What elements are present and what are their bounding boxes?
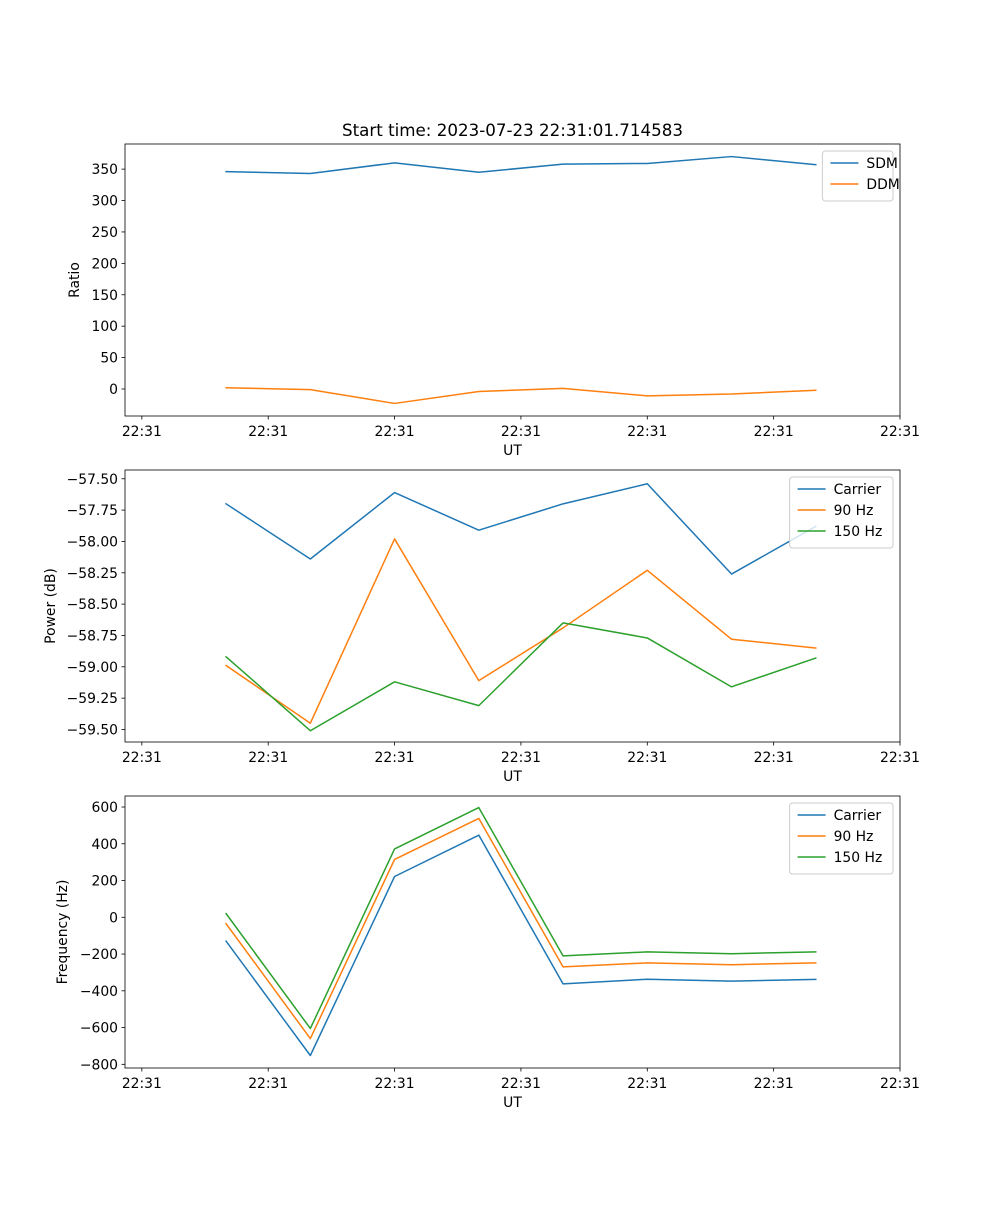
series-line-sdm bbox=[225, 155, 817, 175]
x-tick-label: 22:31 bbox=[501, 424, 541, 440]
legend-entry-label: 90 Hz bbox=[834, 829, 874, 845]
y-tick-label: 300 bbox=[91, 194, 118, 210]
y-tick-label: −59.00 bbox=[67, 660, 118, 676]
legend: Carrier 90 Hz 150 Hz bbox=[789, 476, 894, 549]
chart-title: Start time: 2023-07-23 22:31:01.714583 bbox=[342, 120, 683, 140]
series-group bbox=[225, 806, 817, 1057]
legend-entry-label: 150 Hz bbox=[834, 524, 883, 540]
plot-frame bbox=[124, 469, 901, 743]
y-tick-label: −59.25 bbox=[67, 691, 118, 707]
chart-panel-1: 22:31 22:31 22:31 22:31 22:31 22:31 22:31 0 50 10… bbox=[67, 120, 920, 459]
y-tick-label: 350 bbox=[91, 162, 118, 178]
series-line-carrier bbox=[225, 834, 817, 1057]
y-tick-label: 0 bbox=[109, 382, 118, 398]
x-tick-label: 22:31 bbox=[122, 424, 162, 440]
y-tick-label: 600 bbox=[91, 800, 118, 816]
y-tick-label: −58.25 bbox=[67, 566, 118, 582]
x-tick-label: 22:31 bbox=[248, 424, 288, 440]
series-group bbox=[225, 483, 817, 732]
plot-frame bbox=[124, 795, 901, 1069]
y-tick-label: 50 bbox=[100, 351, 118, 367]
y-tick-label: 150 bbox=[91, 288, 118, 304]
series-line-90-hz bbox=[225, 817, 817, 1040]
y-tick-label: 100 bbox=[91, 319, 118, 335]
series-line-150-hz bbox=[225, 806, 817, 1030]
y-tick-label: −200 bbox=[80, 947, 118, 963]
legend-entry-label: Carrier bbox=[834, 482, 882, 498]
x-tick-label: 22:31 bbox=[122, 1076, 162, 1092]
y-tick-label: 400 bbox=[91, 837, 118, 853]
y-axis-label: Power (dB) bbox=[43, 568, 59, 644]
legend-entry-label: DDM bbox=[866, 177, 899, 193]
x-tick-label: 22:31 bbox=[627, 1076, 667, 1092]
legend-entry-label: 150 Hz bbox=[834, 850, 883, 866]
series-line-90-hz bbox=[225, 538, 817, 724]
y-tick-label: −800 bbox=[80, 1057, 118, 1073]
plot-frame bbox=[124, 143, 901, 417]
x-tick-label: 22:31 bbox=[754, 424, 794, 440]
chart-panel-3: 22:31 22:31 22:31 22:31 22:31 22:31 22:31−800−… bbox=[55, 795, 920, 1111]
x-tick-label: 22:31 bbox=[248, 1076, 288, 1092]
x-tick-label: 22:31 bbox=[122, 750, 162, 766]
y-tick-label: −58.50 bbox=[67, 597, 118, 613]
legend-entry-label: 90 Hz bbox=[834, 503, 874, 519]
x-tick-label: 22:31 bbox=[880, 424, 920, 440]
x-tick-label: 22:31 bbox=[501, 1076, 541, 1092]
x-tick-label: 22:31 bbox=[375, 424, 415, 440]
y-tick-label: −58.00 bbox=[67, 534, 118, 550]
legend: Carrier 90 Hz 150 Hz bbox=[789, 802, 894, 875]
x-tick-label: 22:31 bbox=[627, 750, 667, 766]
x-tick-label: 22:31 bbox=[375, 1076, 415, 1092]
x-tick-label: 22:31 bbox=[754, 750, 794, 766]
legend-entry-label: SDM bbox=[866, 156, 898, 172]
x-axis-label: UT bbox=[503, 1095, 522, 1111]
x-tick-label: 22:31 bbox=[627, 424, 667, 440]
y-tick-label: −59.50 bbox=[67, 722, 118, 738]
legend-entry-label: Carrier bbox=[834, 808, 882, 824]
y-tick-label: −600 bbox=[80, 1021, 118, 1037]
x-tick-label: 22:31 bbox=[880, 750, 920, 766]
x-tick-label: 22:31 bbox=[375, 750, 415, 766]
y-tick-label: −57.50 bbox=[67, 472, 118, 488]
y-tick-label: −58.75 bbox=[67, 628, 118, 644]
x-axis-label: UT bbox=[503, 769, 522, 785]
x-axis-label: UT bbox=[503, 443, 522, 459]
x-tick-label: 22:31 bbox=[248, 750, 288, 766]
series-line-ddm bbox=[225, 386, 817, 405]
x-tick-label: 22:31 bbox=[754, 1076, 794, 1092]
y-tick-label: 250 bbox=[91, 225, 118, 241]
series-line-150-hz bbox=[225, 622, 817, 732]
series-line-carrier bbox=[225, 483, 817, 575]
y-tick-label: 0 bbox=[109, 910, 118, 926]
x-tick-label: 22:31 bbox=[501, 750, 541, 766]
chart-panel-2: 22:31 22:31 22:31 22:31 22:31 22:31 22:31−59.5… bbox=[43, 469, 920, 785]
series-group bbox=[225, 155, 817, 405]
y-tick-label: −400 bbox=[80, 984, 118, 1000]
legend: SDM DDM bbox=[821, 150, 900, 202]
y-axis-label: Frequency (Hz) bbox=[55, 880, 71, 985]
y-tick-label: 200 bbox=[91, 256, 118, 272]
y-tick-label: 200 bbox=[91, 874, 118, 890]
y-tick-label: −57.75 bbox=[67, 503, 118, 519]
x-tick-label: 22:31 bbox=[880, 1076, 920, 1092]
y-axis-label: Ratio bbox=[67, 262, 83, 298]
